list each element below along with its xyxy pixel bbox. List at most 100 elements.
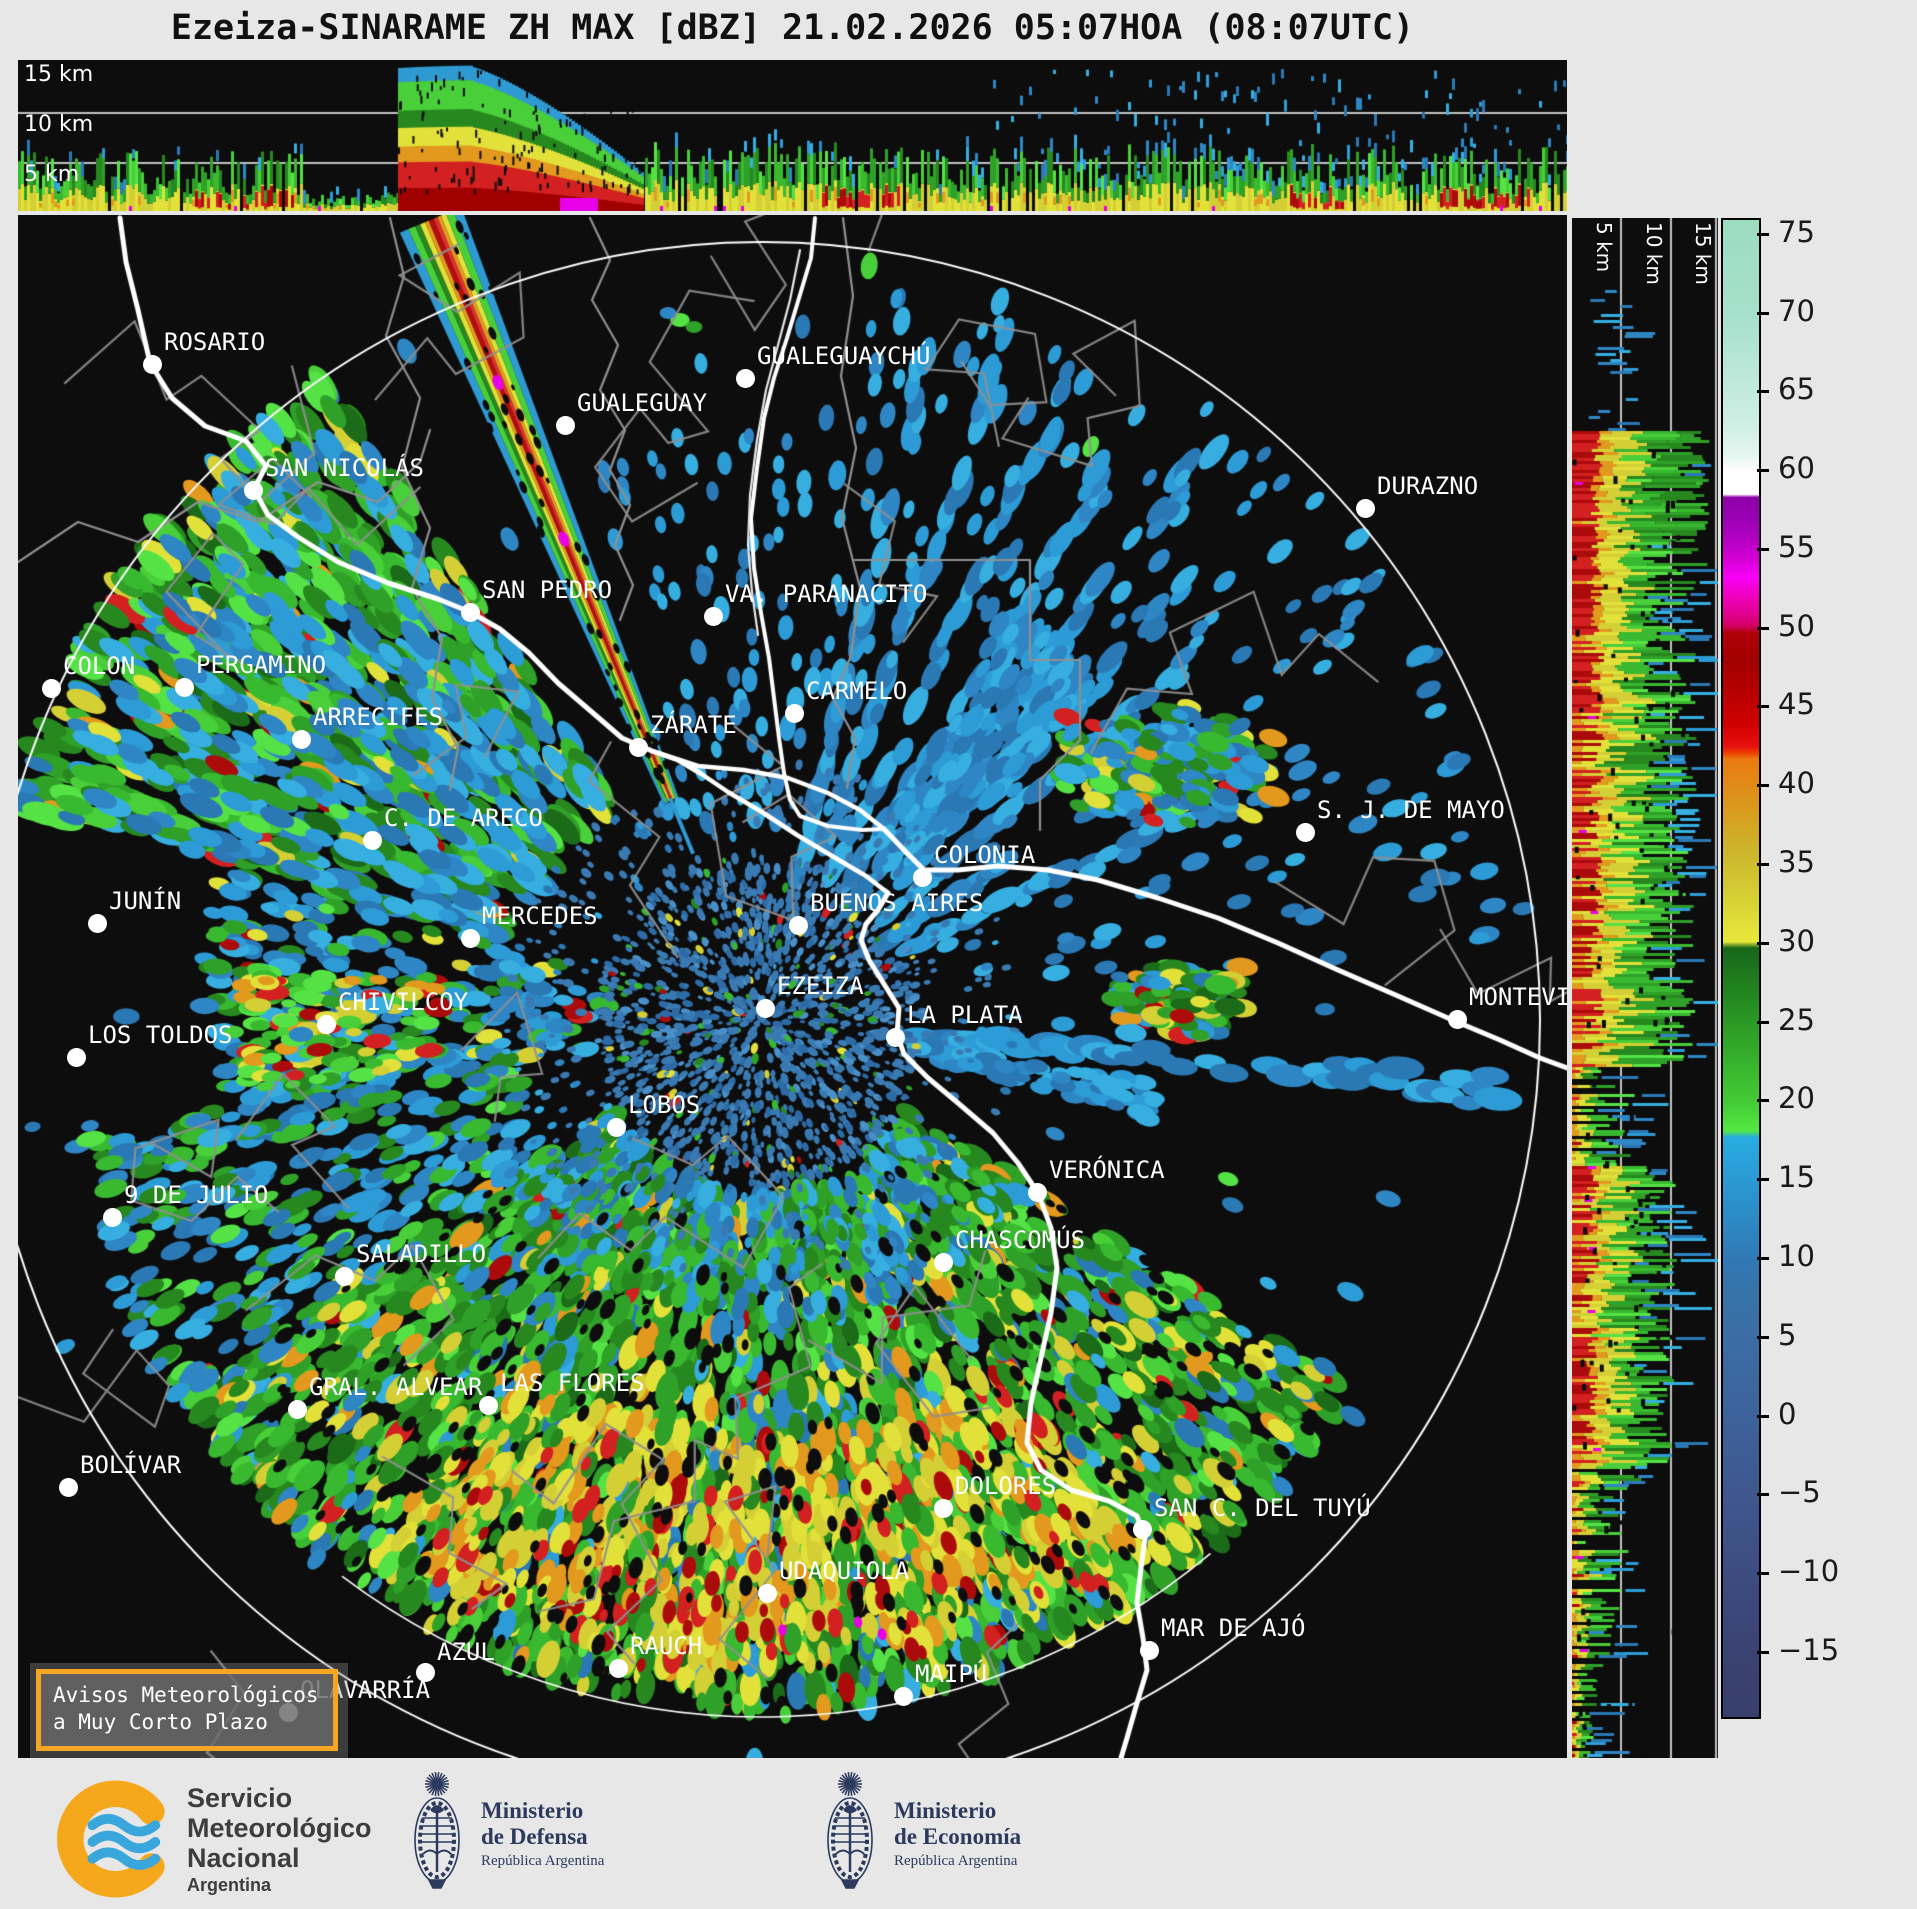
colorbar-tick-label: 65 [1778,372,1815,407]
smn-logo-icon [57,1780,165,1898]
city-label: GRAL. ALVEAR [309,1373,483,1401]
colorbar-tick [1757,390,1769,394]
city-dot-chascom-s [934,1253,953,1272]
city-dot-ezeiza [756,999,775,1018]
city-dot-rauch [609,1659,628,1678]
smn-line2: Meteorológico [187,1812,372,1843]
colorbar-tick [1757,1650,1769,1654]
footer: Servicio Meteorológico Nacional Argentin… [0,1758,1917,1909]
colorbar-tick [1757,1414,1769,1418]
coat-of-arms-icon [818,1768,882,1900]
city-dot-gral-alvear [288,1400,307,1419]
colorbar-tick-label: 55 [1778,529,1815,564]
colorbar-tick [1757,626,1769,630]
ministerio-defensa-logo: Ministerio de Defensa República Argentin… [405,1768,604,1900]
colorbar-tick-label: 75 [1778,214,1815,249]
city-dot-dolores [934,1499,953,1518]
city-dot-9-de-julio [103,1208,122,1227]
top-cross-section-canvas [18,60,1567,211]
city-dot-c-de-areco [363,831,382,850]
city-label: GUALEGUAYCHÚ [757,342,931,370]
city-dot-san-c-del-tuy- [1133,1520,1152,1539]
colorbar-tick [1757,1020,1769,1024]
city-label: VERÓNICA [1049,1156,1165,1184]
city-dot-s-j-de-mayo [1296,823,1315,842]
city-label: SAN NICOLÁS [265,454,424,482]
smn-line1: Servicio [187,1782,293,1813]
colorbar-tick [1757,1493,1769,1497]
city-label: VA. PARANACITO [725,580,928,608]
colorbar-tick [1757,469,1769,473]
city-label: ARRECIFES [313,703,444,731]
city-dot-chivilcoy [317,1015,336,1034]
city-label: LA PLATA [907,1001,1023,1029]
city-label: SAN C. DEL TUYÚ [1154,1494,1371,1522]
city-dot-san-nicol-s [244,481,263,500]
city-label: DURAZNO [1377,472,1479,500]
city-label: AZUL [437,1638,495,1666]
economia-line2: de Economía [894,1824,1022,1849]
city-dot-azul [416,1663,435,1682]
colorbar-tick-label: 35 [1778,845,1815,880]
height-label-10km-vertical: 10 km [1642,222,1666,285]
colorbar-tick [1757,1335,1769,1339]
city-label: COLON [63,652,136,680]
height-label-15km: 15 km [24,62,94,87]
colorbar-tick [1757,863,1769,867]
city-dot-lobos [607,1118,626,1137]
city-dot-colonia [913,868,932,887]
city-label: EZEIZA [777,972,864,1000]
colorbar-tick-label: 70 [1778,293,1815,328]
city-dot-carmelo [785,704,804,723]
city-dot-pergamino [175,678,194,697]
top-cross-section-panel: 15 km 10 km 5 km [18,60,1567,211]
city-label: SALADILLO [356,1240,487,1268]
city-label: BOLÍVAR [80,1451,182,1479]
city-label: DOLORES [955,1472,1057,1500]
city-dot-rosario [143,355,162,374]
city-dot-san-pedro [461,603,480,622]
city-label: LOBOS [628,1091,701,1119]
city-dot-montevideo [1448,1010,1467,1029]
coat-of-arms-icon [405,1768,469,1900]
city-label: COLONIA [934,841,1036,869]
advisory-line1: Avisos Meteorológicos [53,1683,319,1707]
city-label: LAS FLORES [500,1369,645,1397]
colorbar-tick-label: 20 [1778,1081,1815,1116]
city-label: PERGAMINO [196,651,327,679]
colorbar-tick-label: 40 [1778,766,1815,801]
city-label: ROSARIO [164,328,266,356]
colorbar-tick-label: 60 [1778,451,1815,486]
colorbar-tick [1757,705,1769,709]
radar-map-panel: ROSARIO GUALEGUAYCHÚ GUALEGUAY SAN NICOLÁS D… [18,215,1567,1758]
city-label: MAR DE AJÓ [1161,1614,1306,1642]
city-dot-arrecifes [292,730,311,749]
city-dot-gualeguay [556,416,575,435]
colorbar-tick-label: −5 [1778,1475,1821,1510]
city-dot-jun-n [88,914,107,933]
right-cross-section-canvas [1572,218,1718,1758]
reflectivity-colorbar [1721,218,1761,1719]
colorbar-tick-label: 25 [1778,1002,1815,1037]
city-dot-z-rate [629,738,648,757]
colorbar-tick [1757,1099,1769,1103]
city-label: JUNÍN [109,887,182,915]
smn-line3: Nacional [187,1842,300,1873]
city-dot-saladillo [335,1267,354,1286]
colorbar-tick [1757,784,1769,788]
defensa-line1: Ministerio [481,1798,584,1823]
colorbar-tick [1757,232,1769,236]
colorbar-tick-label: 15 [1778,1160,1815,1195]
height-label-5km-vertical: 5 km [1592,222,1616,273]
smn-logo: Servicio Meteorológico Nacional Argentin… [55,1780,372,1898]
advisory-banner[interactable]: Avisos Meteorológicos a Muy Corto Plazo [36,1669,338,1751]
colorbar-tick [1757,311,1769,315]
city-dot-gualeguaych- [736,369,755,388]
colorbar-tick [1757,1178,1769,1182]
city-label: LOS TOLDOS [88,1021,233,1049]
smn-country: Argentina [187,1874,272,1895]
advisory-line2: a Muy Corto Plazo [53,1710,268,1734]
colorbar-tick [1757,547,1769,551]
city-label: CHASCOMÚS [955,1226,1086,1254]
